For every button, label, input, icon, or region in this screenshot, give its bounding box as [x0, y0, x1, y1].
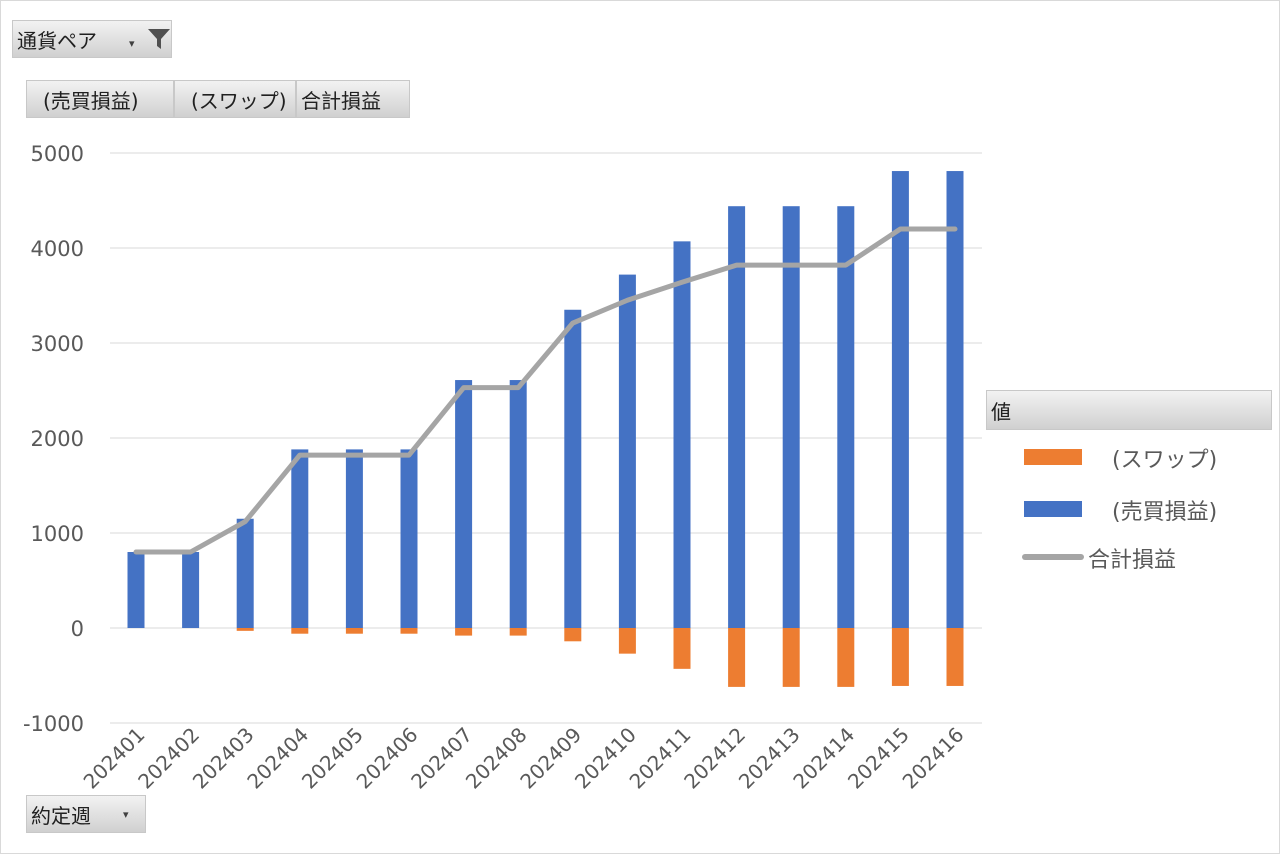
legend-item-swap: (スワップ) — [1022, 440, 1272, 474]
bar-swap — [673, 628, 691, 669]
bar-trade — [345, 449, 363, 628]
legend-item-trade: (売買損益) — [1022, 492, 1272, 526]
legend-swatch-trade — [1024, 501, 1082, 517]
bar-trade — [891, 171, 909, 629]
bar-swap — [728, 628, 746, 687]
value-field-label: (売買損益) — [43, 88, 139, 113]
bar-swap — [891, 628, 909, 686]
legend-swatch-swap — [1024, 449, 1082, 465]
y-tick-label: 0 — [71, 617, 84, 641]
dropdown-arrow-icon[interactable]: ▾ — [123, 808, 129, 821]
bar-swap — [400, 628, 418, 634]
bar-swap — [455, 628, 473, 636]
y-tick-label: 4000 — [31, 237, 84, 261]
value-field-button-swap[interactable]: (スワップ) — [174, 80, 296, 118]
bar-trade — [782, 206, 800, 628]
bar-trade — [728, 206, 746, 628]
bar-swap — [564, 628, 582, 642]
y-tick-label: 5000 — [31, 142, 84, 166]
bar-trade — [291, 449, 309, 628]
bar-swap — [236, 628, 254, 631]
filter-field-label: 通貨ペア — [17, 28, 97, 53]
bar-trade — [673, 241, 691, 628]
bar-trade — [618, 274, 636, 628]
value-field-button-trade[interactable]: (売買損益) — [26, 80, 174, 118]
bar-trade — [127, 552, 145, 628]
bar-trade — [509, 380, 527, 628]
value-field-button-total[interactable]: 合計損益 — [296, 80, 410, 118]
bar-trade — [400, 449, 418, 628]
bar-trade — [182, 552, 200, 628]
y-tick-label: 3000 — [31, 332, 84, 356]
y-tick-label: -1000 — [23, 712, 84, 736]
bar-swap — [946, 628, 964, 686]
bar-swap — [782, 628, 800, 687]
bar-trade — [564, 309, 582, 628]
bar-swap — [618, 628, 636, 654]
bar-trade — [837, 206, 855, 628]
bar-swap — [291, 628, 309, 634]
bar-trade — [946, 171, 964, 629]
legend-label-trade: (売買損益) — [1112, 500, 1218, 525]
dropdown-arrow-icon[interactable]: ▾ — [129, 37, 135, 50]
y-tick-label: 1000 — [31, 522, 84, 546]
axis-field-label: 約定週 — [31, 803, 91, 828]
bar-swap — [345, 628, 363, 634]
funnel-icon[interactable] — [147, 27, 171, 51]
legend-title-text: 値 — [991, 399, 1011, 424]
bar-trade — [236, 518, 254, 628]
total-line — [133, 226, 958, 555]
legend-title: 値 — [986, 390, 1272, 430]
legend-label-swap: (スワップ) — [1112, 448, 1218, 473]
axis-field-button[interactable]: 約定週 ▾ — [26, 795, 146, 833]
legend-label-total: 合計損益 — [1088, 548, 1177, 573]
bar-trade — [455, 380, 473, 628]
filter-field-button[interactable]: 通貨ペア ▾ — [12, 20, 172, 58]
legend-swatch-total — [1022, 554, 1084, 560]
legend-item-total: 合計損益 — [1022, 540, 1272, 574]
y-tick-label: 2000 — [31, 427, 84, 451]
value-field-label: 合計損益 — [301, 88, 381, 113]
value-field-label: (スワップ) — [191, 88, 287, 113]
bar-swap — [509, 628, 527, 636]
bar-swap — [837, 628, 855, 687]
x-tick-label: 202416 — [898, 723, 969, 794]
